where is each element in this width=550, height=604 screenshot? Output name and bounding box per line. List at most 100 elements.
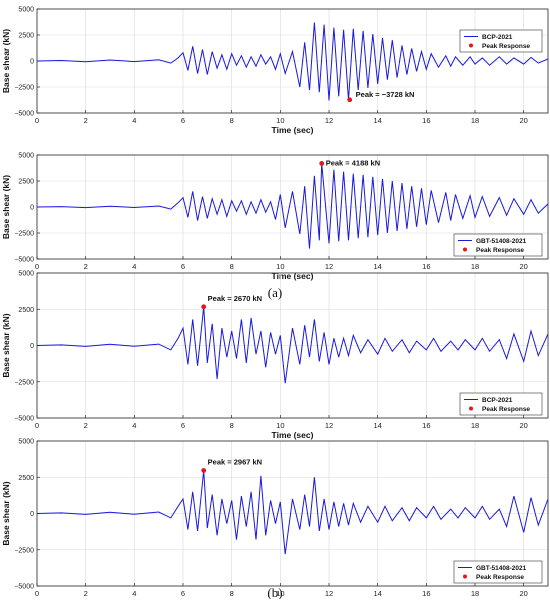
- x-axis-label: Time (sec): [272, 430, 314, 440]
- legend-peak-swatch: [469, 406, 473, 411]
- legend-peak-label: Peak Response: [482, 406, 530, 413]
- y-axis-label: Base shear (kN): [1, 175, 11, 239]
- x-tick-label: 4: [132, 421, 136, 430]
- x-tick-label: 14: [373, 262, 381, 271]
- peak-marker: [347, 97, 353, 103]
- legend-series-label: BCP-2021: [482, 34, 513, 41]
- peak-label: Peak = 4188 kN: [326, 158, 380, 167]
- x-tick-label: 0: [35, 116, 39, 125]
- x-tick-label: 10: [276, 262, 284, 271]
- x-tick-label: 14: [373, 589, 381, 598]
- x-tick-label: 8: [230, 262, 234, 271]
- x-tick-label: 6: [181, 589, 185, 598]
- series-line-bcp-2021: [37, 22, 548, 101]
- x-tick-label: 6: [181, 262, 185, 271]
- figure-label-a: (a): [268, 285, 282, 300]
- x-tick-label: 8: [230, 589, 234, 598]
- legend-box: [453, 560, 543, 584]
- x-tick-label: 14: [373, 116, 381, 125]
- legend-peak-label: Peak Response: [476, 574, 524, 581]
- legend-series-label: GBT-51408-2021: [476, 565, 527, 572]
- x-tick-label: 4: [132, 116, 136, 125]
- peak-label: Peak = −3728 kN: [356, 90, 415, 99]
- x-tick-label: 2: [84, 421, 88, 430]
- peak-marker: [201, 304, 207, 310]
- legend-peak-label: Peak Response: [476, 247, 524, 254]
- legend-series-label: GBT-51408-2021: [476, 238, 527, 245]
- x-axis-label: Time (sec): [272, 271, 314, 281]
- y-tick-label: −5000: [14, 416, 34, 423]
- x-tick-label: 8: [230, 116, 234, 125]
- x-tick-label: 18: [471, 421, 479, 430]
- y-tick-label: −2500: [14, 231, 34, 238]
- legend-peak-swatch: [469, 43, 473, 48]
- chart-panel-2: 0 2 4 6 8 10 12 14 16 18 20 5000 2500 0 −2500 −5000 Time…: [1, 153, 549, 281]
- y-tick-label: −5000: [14, 257, 34, 264]
- x-tick-label: 12: [325, 116, 333, 125]
- y-tick-label: 5000: [18, 439, 34, 446]
- chart-panel-4: 02468101214161820500025000−2500−5000Time…: [1, 439, 549, 604]
- x-tick-label: 0: [35, 589, 39, 598]
- figure-label-b: (b): [267, 585, 282, 599]
- y-tick-label: 0: [30, 343, 34, 350]
- y-tick-label: −5000: [14, 111, 34, 118]
- x-tick-label: 14: [373, 421, 381, 430]
- x-tick-label: 10: [276, 589, 284, 598]
- legend: BCP-2021 Peak Response: [459, 392, 543, 416]
- chart-panel-3: 0 2 4 6 8 10 12 14 16 18 20 5000 2500 0 −2500 −5000 Time…: [1, 271, 549, 440]
- x-tick-label: 20: [519, 589, 527, 598]
- legend: GBT-51408-2021 Peak Response: [453, 233, 543, 257]
- y-tick-label: 2500: [18, 307, 34, 314]
- legend-peak-label: Peak Response: [482, 43, 530, 50]
- x-tick-label: 4: [132, 589, 136, 598]
- x-tick-label: 20: [519, 421, 527, 430]
- legend-box: [453, 233, 543, 257]
- y-tick-label: 2500: [18, 33, 34, 40]
- x-tick-label: 2: [84, 116, 88, 125]
- y-tick-label: 2500: [18, 179, 34, 186]
- y-tick-label: 5000: [18, 271, 34, 278]
- chart-panel-1: 0 2 4 6 8 10 12 14 16 18 20 5000 2500 0 −2500 −5000 Time…: [1, 7, 549, 135]
- y-tick-label: −2500: [14, 379, 34, 386]
- x-tick-label: 16: [422, 116, 430, 125]
- y-tick-label: −2500: [14, 547, 34, 554]
- y-axis-label: Base shear (kN): [1, 313, 11, 377]
- x-tick-label: 0: [35, 262, 39, 271]
- x-tick-label: 2: [84, 262, 88, 271]
- y-tick-label: −2500: [14, 85, 34, 92]
- series-line-bcp-2021: [37, 306, 548, 384]
- x-tick-label: 20: [519, 262, 527, 271]
- x-axis-label: Time (sec): [272, 125, 314, 135]
- legend-box: [459, 392, 543, 416]
- y-tick-label: 5000: [18, 7, 34, 14]
- x-tick-label: 18: [471, 589, 479, 598]
- x-tick-label: 4: [132, 262, 136, 271]
- y-tick-label: 5000: [18, 153, 34, 160]
- x-tick-label: 16: [422, 421, 430, 430]
- x-tick-label: 16: [422, 589, 430, 598]
- x-tick-label: 6: [181, 421, 185, 430]
- legend-series-label: BCP-2021: [482, 397, 513, 404]
- x-tick-label: 12: [325, 421, 333, 430]
- legend-box: [459, 29, 543, 53]
- x-tick-label: 8: [230, 421, 234, 430]
- y-tick-label: −5000: [14, 584, 34, 591]
- x-tick-label: 12: [325, 589, 333, 598]
- y-tick-label: 0: [30, 511, 34, 518]
- legend-peak-swatch: [463, 247, 467, 252]
- y-axis-label: Base shear (kN): [1, 481, 11, 545]
- y-tick-label: 0: [30, 205, 34, 212]
- x-tick-label: 18: [471, 116, 479, 125]
- peak-marker: [201, 468, 207, 473]
- series-line-gbt-51408-2021: [37, 163, 548, 249]
- peak-marker: [319, 161, 325, 166]
- y-axis-label: Base shear (kN): [1, 29, 11, 93]
- y-tick-label: 0: [30, 59, 34, 66]
- y-tick-label: 2500: [18, 475, 34, 482]
- peak-label: Peak = 2670 kN: [208, 294, 262, 303]
- legend: GBT-51408-2021 Peak Response: [453, 560, 543, 584]
- peak-label: Peak = 2967 kN: [208, 457, 262, 466]
- x-tick-label: 2: [84, 589, 88, 598]
